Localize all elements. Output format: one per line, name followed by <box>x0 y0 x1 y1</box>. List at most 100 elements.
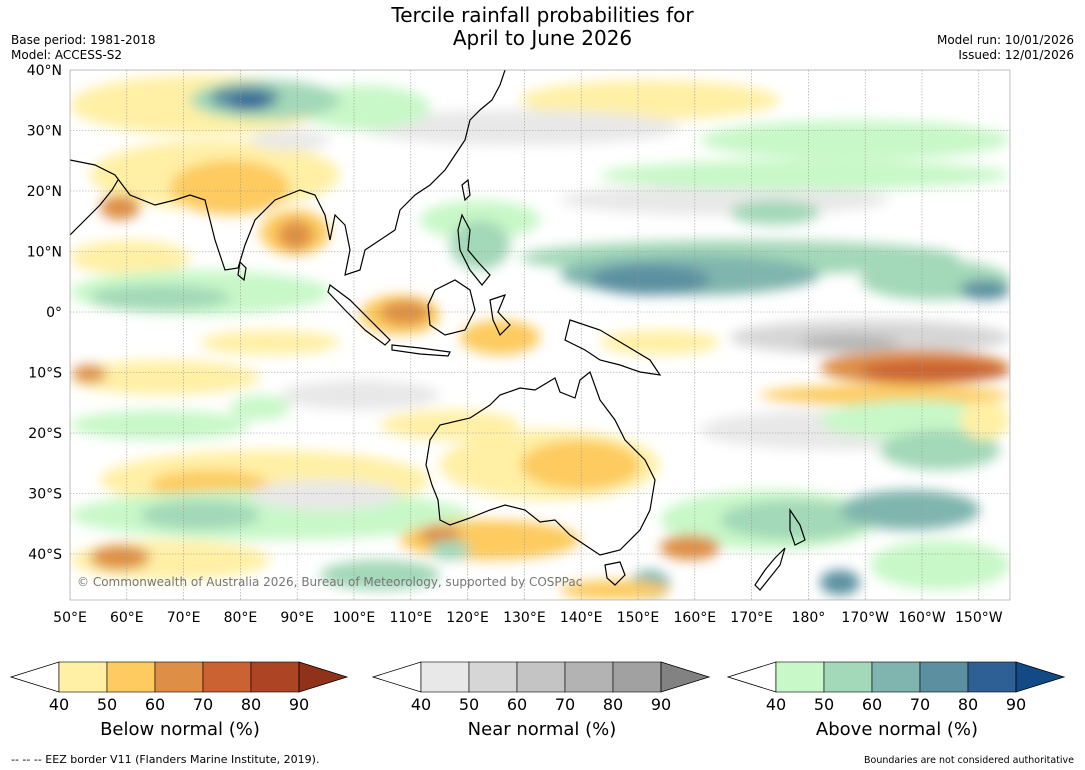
colorbar-swatch <box>612 661 662 693</box>
probability-patch <box>140 500 260 530</box>
colorbar-extend-low <box>9 661 60 693</box>
probability-patch <box>840 490 980 530</box>
colorbar-swatch <box>420 661 470 693</box>
colorbar-graphic: 40 50 60 70 80 90 <box>726 661 1066 714</box>
coastlines <box>70 70 806 591</box>
longitude-label: 150°W <box>955 610 1003 626</box>
map-frame <box>69 69 1011 601</box>
probability-patch <box>700 120 1010 160</box>
probability-patch <box>320 560 440 590</box>
colorbar-swatch <box>250 661 300 693</box>
colorbar-extend-high <box>298 661 349 693</box>
colorbar-title: Above normal (%) <box>815 719 979 740</box>
new-zealand-coast <box>754 508 806 591</box>
probability-patch <box>90 545 150 570</box>
colorbar-extend-high <box>1015 661 1066 693</box>
asia-coast <box>70 70 506 276</box>
longitude-label: 120°E <box>446 610 489 626</box>
probability-patch <box>860 360 1010 382</box>
colorbar-swatch <box>775 661 825 693</box>
arabia-coast <box>70 179 119 236</box>
australia-coast <box>425 371 656 556</box>
colorbar-title: Below normal (%) <box>100 719 260 740</box>
colorbar-tick: 60 <box>507 695 527 714</box>
probability-patch <box>560 580 670 600</box>
probability-patch <box>72 365 107 383</box>
colorbar-tick: 90 <box>1006 695 1026 714</box>
colorbar-swatch <box>516 661 566 693</box>
new-guinea-coast <box>564 319 662 376</box>
longitude-label: 160°E <box>674 610 717 626</box>
colorbar-title: Near normal (%) <box>467 719 617 740</box>
map-title: Tercile rainfall probabilities for April… <box>0 4 1085 50</box>
longitude-label: 140°E <box>560 610 603 626</box>
longitude-label: 170°E <box>730 610 773 626</box>
longitude-label: 90°E <box>280 610 314 626</box>
longitude-label: 80°E <box>224 610 258 626</box>
colorbar-swatch <box>823 661 873 693</box>
colorbar-swatch <box>202 661 252 693</box>
probability-patch <box>170 160 290 215</box>
latitude-labels: 40°N 30°N 20°N 10°N 0° 10°S 20°S 30°S 40°S <box>27 63 62 563</box>
probability-patch <box>380 300 430 325</box>
latitude-label: 30°N <box>27 124 62 140</box>
longitude-label: 50°E <box>53 610 87 626</box>
title-line-1: Tercile rainfall probabilities for <box>391 3 694 27</box>
colorbar: 40 50 60 70 80 90 <box>371 655 717 724</box>
colorbar-tick: 80 <box>603 695 623 714</box>
probability-patch <box>278 220 313 250</box>
probability-patch <box>800 335 900 350</box>
footer-eez-note: -- -- -- EEZ border V11 (Flanders Marine… <box>11 753 320 766</box>
probability-patch <box>870 540 1010 590</box>
probability-patch <box>820 570 860 595</box>
colorbar-graphic: 40 50 60 70 80 90 <box>9 661 349 714</box>
colorbar-extend-low <box>371 661 422 693</box>
colorbar-tick: 70 <box>910 695 930 714</box>
sulawesi-coast <box>489 294 511 337</box>
colorbar-tick: 40 <box>411 695 431 714</box>
base-period: Base period: 1981-2018 <box>11 33 156 47</box>
colorbar-swatch <box>468 661 518 693</box>
latitude-label: 10°S <box>28 366 62 382</box>
colorbar-tick: 80 <box>241 695 261 714</box>
colorbar-tick: 50 <box>459 695 479 714</box>
probability-field <box>70 75 1010 600</box>
probability-patch <box>360 110 680 145</box>
colorbar-swatch <box>58 661 108 693</box>
probability-patch <box>230 395 290 420</box>
probability-patch <box>600 160 1010 190</box>
copyright-credit: © Commonwealth of Australia 2026, Bureau… <box>77 575 582 589</box>
tasmania-coast <box>604 561 626 586</box>
colorbar-tick: 40 <box>766 695 786 714</box>
latitude-label: 40°N <box>27 63 62 79</box>
issued-date: Issued: 12/01/2026 <box>958 48 1074 62</box>
philippines-coast <box>457 213 491 286</box>
colorbar-swatch <box>919 661 969 693</box>
colorbar-swatch <box>154 661 204 693</box>
probability-patch <box>200 330 340 355</box>
longitude-label: 60°E <box>110 610 144 626</box>
colorbar-swatch <box>106 661 156 693</box>
colorbar-tick: 40 <box>49 695 69 714</box>
probability-patch <box>730 200 820 225</box>
probability-patch <box>960 400 1010 440</box>
model-run: Model run: 10/01/2026 <box>936 33 1074 47</box>
longitude-label: 180° <box>792 610 826 626</box>
model-name: Model: ACCESS-S2 <box>11 48 123 62</box>
probability-patch <box>960 280 1010 300</box>
probability-patch <box>820 400 1010 440</box>
map-plot-area <box>70 70 1010 600</box>
probability-patch <box>70 240 190 275</box>
latitude-label: 10°N <box>27 245 62 261</box>
colorbar-swatch <box>564 661 614 693</box>
probability-patch <box>450 220 510 270</box>
probability-patch <box>460 320 540 355</box>
colorbar-tick: 70 <box>555 695 575 714</box>
colorbar-tick: 70 <box>193 695 213 714</box>
probability-patch <box>660 535 720 560</box>
longitude-label: 100°E <box>333 610 376 626</box>
colorbar-swatch <box>871 661 921 693</box>
probability-patch <box>720 500 870 540</box>
colorbar-extend-low <box>726 661 777 693</box>
colorbar-extend-high <box>660 661 711 693</box>
